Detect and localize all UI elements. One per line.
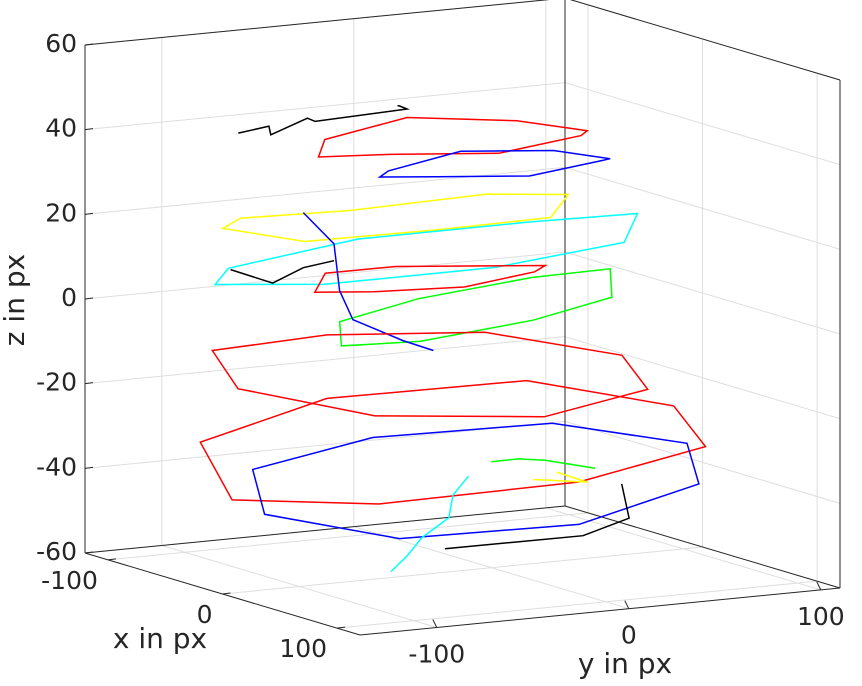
axis-line: [84, 505, 566, 554]
grid-line: [84, 82, 566, 131]
trajectory: [230, 259, 335, 284]
z-tick-label: 40: [45, 114, 77, 143]
axis-line: [84, 0, 550, 46]
z-tick-label: 20: [45, 198, 77, 227]
y-axis-title: y in px: [578, 647, 672, 680]
axis-line: [564, 505, 841, 589]
z-tick: [84, 297, 94, 300]
x-axis-title: x in px: [113, 622, 207, 655]
grid-line: [107, 512, 588, 561]
trajectory: [238, 104, 411, 136]
trajectory: [220, 193, 570, 243]
grid-line: [337, 580, 818, 629]
trajectory: [302, 212, 434, 352]
y-tick: [624, 600, 630, 609]
z-axis-title: z in px: [0, 254, 31, 346]
y-tick-label: -100: [408, 639, 465, 668]
axis-line: [359, 587, 841, 636]
z-tick-label: -20: [36, 368, 77, 397]
grid-line: [161, 545, 437, 628]
axes-box: [84, 0, 841, 636]
x-tick: [222, 592, 231, 595]
z-tick: [84, 212, 94, 215]
z-tick: [84, 43, 94, 46]
trajectory: [211, 331, 649, 418]
trajectory: [338, 267, 613, 347]
grid-line: [222, 546, 703, 595]
z-tick-label: 60: [45, 29, 77, 58]
trajectory: [313, 264, 548, 294]
z-tick: [84, 551, 94, 554]
grid-line: [545, 507, 821, 591]
z-tick-label: -40: [36, 452, 77, 481]
x-tick-label: 100: [279, 634, 327, 663]
grid-line: [84, 251, 566, 300]
trajectories: [199, 104, 707, 573]
z-tick: [84, 128, 94, 131]
z-tick-label: -60: [36, 537, 77, 566]
trajectory: [533, 471, 588, 483]
x-tick: [337, 626, 346, 629]
trajectory: [377, 149, 611, 178]
trajectory: [390, 475, 469, 573]
y-tick: [816, 581, 822, 591]
z-tick: [84, 382, 94, 385]
grid-line: [353, 526, 629, 610]
y-tick-label: 100: [797, 602, 845, 631]
grid-line: [84, 166, 566, 215]
x-tick-label: 0: [197, 600, 213, 629]
z-tick-label: 0: [61, 283, 77, 312]
x-tick: [107, 558, 116, 561]
trajectory: [213, 212, 639, 286]
trajectory: [491, 458, 596, 470]
z-tick: [84, 466, 94, 469]
trajectory: [444, 483, 630, 550]
grid-line: [84, 336, 566, 385]
tick-labels: -60 -40 -20 0 20 40 60 -100 0 100 -100 0 100: [36, 29, 845, 668]
trajectory: [317, 116, 590, 158]
x-tick-label: -100: [41, 566, 98, 595]
y-tick-label: 0: [621, 621, 637, 650]
axis-line: [569, 0, 841, 81]
trajectory: [251, 422, 700, 540]
trajectory: [199, 379, 707, 505]
y-tick: [432, 619, 438, 628]
